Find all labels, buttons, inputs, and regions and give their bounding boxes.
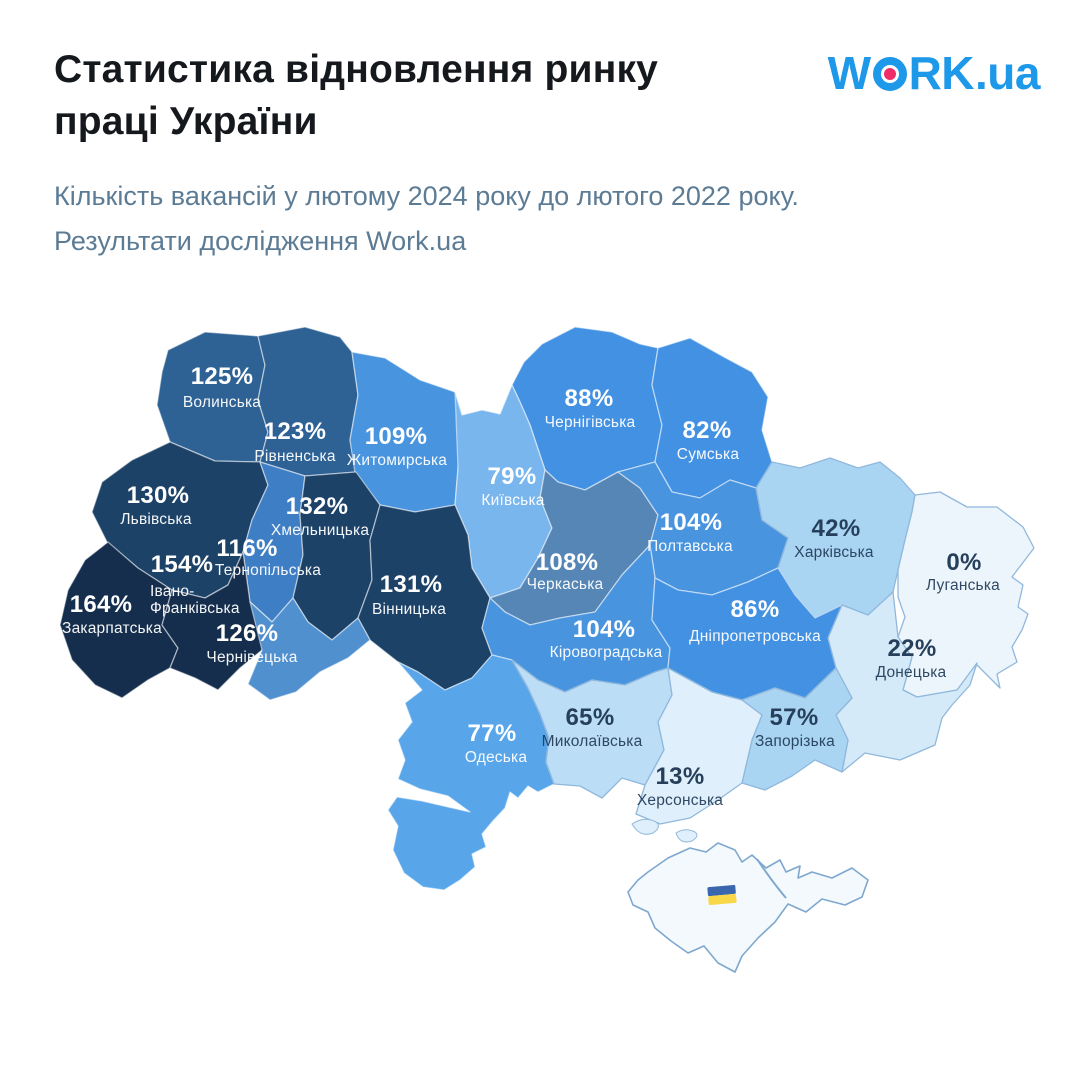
region-luhansk [897,491,1035,698]
region-kyiv-name: Київська [481,492,544,509]
region-mykolaiv-value: 65% [566,704,615,731]
region-kherson-name: Херсонська [637,792,723,809]
region-kherson [635,667,763,825]
region-kherson-value: 13% [656,763,705,790]
work-ua-logo: W RK .ua [827,47,1041,99]
logo-letters-rk: RK [908,47,975,99]
region-zhytomyr-value: 109% [365,423,428,450]
region-chernivtsi [247,597,371,701]
region-vinnytsia-value: 131% [380,571,443,598]
region-chernihiv-name: Чернігівська [545,414,636,431]
region-ivano-name-line1: Івано- [150,583,195,600]
region-cherkasy-value: 108% [536,549,599,576]
sivash-islet-2 [675,829,698,843]
ukraine-flag-icon [707,884,737,906]
region-mykolaiv-name: Миколаївська [542,733,643,750]
region-sumy-value: 82% [683,417,732,444]
region-zakarpattia-value: 164% [70,591,133,618]
region-cherkasy-name: Черкаська [527,576,604,593]
region-donetsk-value: 22% [888,635,937,662]
region-ternopil-name: Тернопільська [215,562,321,579]
title-line-2: праці України [54,99,318,143]
logo-pink-dot-icon [883,68,896,80]
sivash-islet-1 [631,818,659,835]
region-dnipro-value: 86% [731,596,780,623]
region-poltava-value: 104% [660,509,723,536]
region-volyn-value: 125% [191,363,254,390]
logo-letter-w: W [827,47,871,99]
region-rivne-name: Рівненська [254,448,336,465]
region-lviv-name: Львівська [120,511,192,528]
region-zhytomyr-name: Житомирська [347,452,447,469]
region-kirovohrad-value: 104% [573,616,636,643]
region-chernihiv-value: 88% [565,385,614,412]
region-ivano-name-line2: Франківська [150,600,240,617]
region-lviv-value: 130% [127,482,190,509]
region-khmelnytskyi-value: 132% [286,493,349,520]
region-khmelnytskyi-name: Хмельницька [271,522,370,539]
region-zakarpattia-name: Закарпатська [62,620,162,637]
region-luhansk-value: 0% [946,549,981,576]
region-kharkiv-value: 42% [812,515,861,542]
region-odesa-value: 77% [468,720,517,747]
region-volyn-name: Волинська [183,394,261,411]
region-ivano [161,551,273,691]
region-chernivtsi-name: Чернівецька [206,649,297,666]
arabat-spit [756,858,787,899]
region-donetsk-name: Донецька [876,664,947,681]
region-odesa-name: Одеська [465,749,528,766]
region-zaporizhzhia-value: 57% [770,704,819,731]
subtitle: Кількість вакансій у лютому 2024 року до… [54,174,1034,264]
region-sumy-name: Сумська [677,446,740,463]
region-ivano-value: 154% [151,551,214,578]
region-kyiv-value: 79% [488,463,537,490]
region-rivne-value: 123% [264,418,327,445]
region-kirovohrad-name: Кіровоградська [550,644,663,661]
subtitle-line-1: Кількість вакансій у лютому 2024 року до… [54,180,799,211]
title-line-1: Статистика відновлення ринку [54,48,659,91]
region-vinnytsia-name: Вінницька [372,601,446,618]
region-dnipro-name: Дніпропетровська [689,628,821,645]
region-kharkiv-name: Харківська [794,544,874,561]
region-luhansk-name: Луганська [926,577,1000,594]
region-chernivtsi-value: 126% [216,620,279,647]
header: Статистика відновлення ринку праці Украї… [54,44,1034,264]
region-crimea [627,842,869,973]
page-title: Статистика відновлення ринку праці Украї… [54,44,1034,148]
logo-suffix: .ua [975,47,1040,99]
region-zaporizhzhia-name: Запорізька [755,733,835,750]
region-ternopil-value: 116% [216,535,277,562]
logo-o-ring-icon [872,57,907,91]
subtitle-line-2: Результати дослідження Work.ua [54,225,467,256]
region-poltava-name: Полтавська [647,538,733,555]
